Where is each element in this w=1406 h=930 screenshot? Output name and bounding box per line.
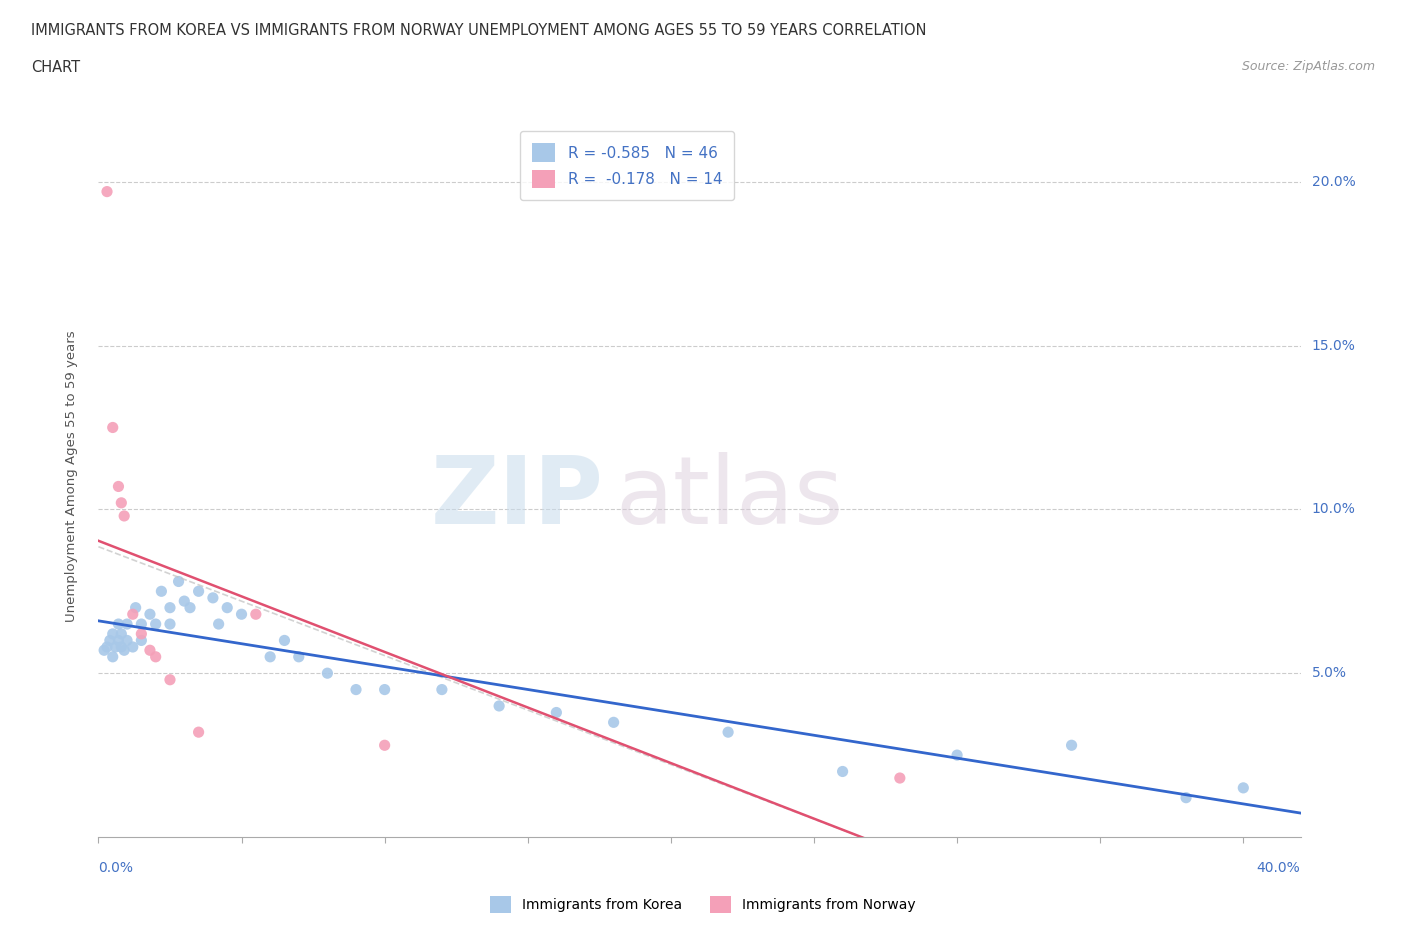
Point [131, 627, 153, 642]
Point [115, 617, 138, 631]
Point [131, 617, 153, 631]
Point [107, 633, 129, 648]
Point [287, 649, 309, 664]
Point [430, 682, 453, 697]
Text: Source: ZipAtlas.com: Source: ZipAtlas.com [1241, 60, 1375, 73]
Point [115, 633, 138, 648]
Point [131, 633, 153, 648]
Point [96, 184, 118, 199]
Point [121, 640, 143, 655]
Point [889, 771, 911, 786]
Point [159, 672, 181, 687]
Point [110, 496, 132, 511]
Point [217, 600, 239, 615]
Point [374, 682, 396, 697]
Point [344, 682, 367, 697]
Point [245, 606, 267, 621]
Text: 10.0%: 10.0% [1312, 502, 1355, 516]
Text: atlas: atlas [616, 452, 844, 544]
Point [187, 724, 209, 739]
Point [231, 606, 253, 621]
Point [110, 640, 132, 655]
Point [112, 643, 135, 658]
Point [173, 593, 195, 608]
Text: ZIP: ZIP [430, 452, 603, 544]
Point [101, 627, 124, 642]
Point [107, 617, 129, 631]
Legend: R = -0.585   N = 46, R =  -0.178   N = 14: R = -0.585 N = 46, R = -0.178 N = 14 [520, 131, 734, 201]
Point [546, 705, 568, 720]
Point [488, 698, 510, 713]
Point [139, 643, 162, 658]
Text: IMMIGRANTS FROM KOREA VS IMMIGRANTS FROM NORWAY UNEMPLOYMENT AMONG AGES 55 TO 59: IMMIGRANTS FROM KOREA VS IMMIGRANTS FROM… [31, 23, 927, 38]
Point [201, 591, 224, 605]
Point [717, 724, 740, 739]
Point [187, 584, 209, 599]
Point [107, 479, 129, 494]
Legend: Immigrants from Korea, Immigrants from Norway: Immigrants from Korea, Immigrants from N… [485, 890, 921, 919]
Point [145, 649, 167, 664]
Point [831, 764, 853, 779]
Point [112, 509, 135, 524]
Point [101, 420, 124, 435]
Point [139, 606, 162, 621]
Point [121, 606, 143, 621]
Point [104, 640, 127, 655]
Point [273, 633, 295, 648]
Text: 15.0%: 15.0% [1312, 339, 1355, 352]
Point [150, 584, 173, 599]
Text: 20.0%: 20.0% [1312, 175, 1355, 189]
Text: CHART: CHART [31, 60, 80, 75]
Point [1232, 780, 1254, 795]
Point [159, 617, 181, 631]
Point [602, 715, 624, 730]
Point [93, 643, 115, 658]
Point [946, 748, 969, 763]
Point [316, 666, 339, 681]
Text: 0.0%: 0.0% [98, 861, 134, 875]
Point [208, 617, 231, 631]
Point [145, 617, 167, 631]
Point [374, 737, 396, 752]
Y-axis label: Unemployment Among Ages 55 to 59 years: Unemployment Among Ages 55 to 59 years [65, 331, 77, 622]
Point [1175, 790, 1198, 805]
Point [259, 649, 281, 664]
Point [101, 649, 124, 664]
Point [1060, 737, 1083, 752]
Text: 40.0%: 40.0% [1257, 861, 1301, 875]
Point [124, 600, 146, 615]
Point [159, 600, 181, 615]
Text: 5.0%: 5.0% [1312, 666, 1347, 680]
Point [110, 627, 132, 642]
Point [167, 574, 190, 589]
Point [179, 600, 201, 615]
Point [98, 633, 121, 648]
Point [96, 640, 118, 655]
